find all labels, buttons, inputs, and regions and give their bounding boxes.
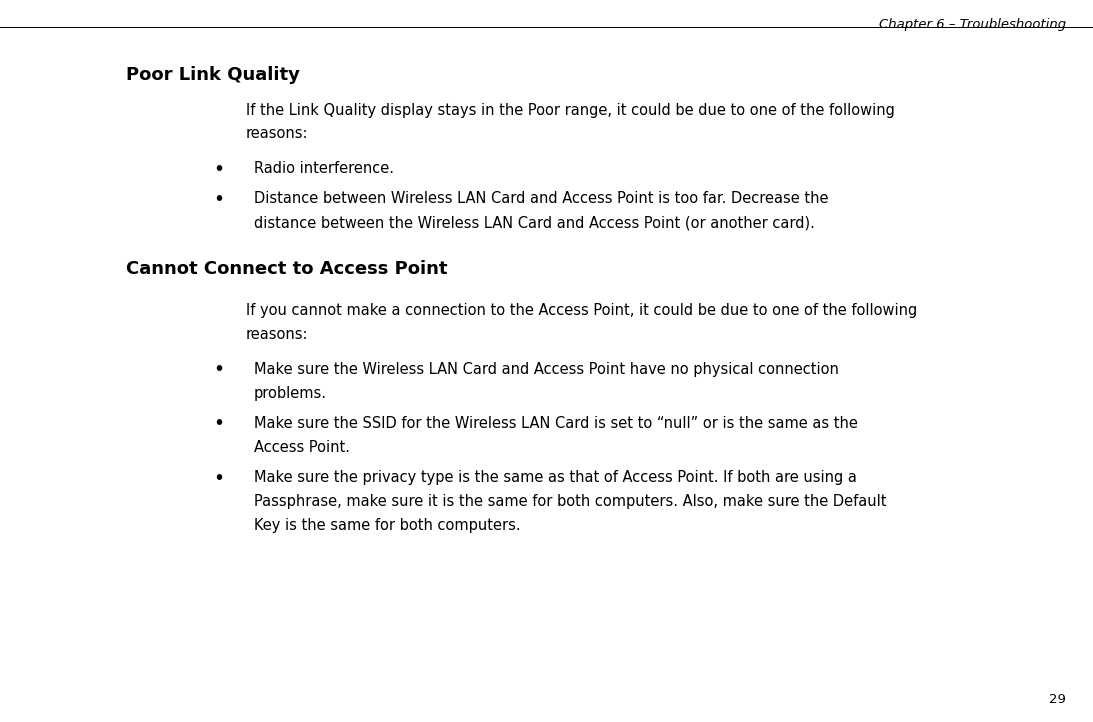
- Text: Passphrase, make sure it is the same for both computers. Also, make sure the Def: Passphrase, make sure it is the same for…: [254, 494, 886, 509]
- Text: distance between the Wireless LAN Card and Access Point (or another card).: distance between the Wireless LAN Card a…: [254, 215, 814, 230]
- Text: problems.: problems.: [254, 386, 327, 401]
- Text: •: •: [213, 469, 224, 487]
- Text: Poor Link Quality: Poor Link Quality: [126, 66, 299, 84]
- Text: Distance between Wireless LAN Card and Access Point is too far. Decrease the: Distance between Wireless LAN Card and A…: [254, 191, 828, 206]
- Text: Make sure the Wireless LAN Card and Access Point have no physical connection: Make sure the Wireless LAN Card and Acce…: [254, 362, 838, 377]
- Text: •: •: [213, 160, 224, 178]
- Text: •: •: [213, 414, 224, 433]
- Text: Cannot Connect to Access Point: Cannot Connect to Access Point: [126, 260, 447, 278]
- Text: If the Link Quality display stays in the Poor range, it could be due to one of t: If the Link Quality display stays in the…: [246, 103, 895, 118]
- Text: reasons:: reasons:: [246, 126, 308, 142]
- Text: If you cannot make a connection to the Access Point, it could be due to one of t: If you cannot make a connection to the A…: [246, 303, 917, 318]
- Text: 29: 29: [1049, 693, 1066, 706]
- Text: Make sure the SSID for the Wireless LAN Card is set to “null” or is the same as : Make sure the SSID for the Wireless LAN …: [254, 416, 857, 431]
- Text: Chapter 6 – Troubleshooting: Chapter 6 – Troubleshooting: [879, 18, 1066, 31]
- Text: Access Point.: Access Point.: [254, 440, 350, 455]
- Text: Key is the same for both computers.: Key is the same for both computers.: [254, 518, 520, 533]
- Text: Make sure the privacy type is the same as that of Access Point. If both are usin: Make sure the privacy type is the same a…: [254, 470, 857, 485]
- Text: •: •: [213, 190, 224, 209]
- Text: Radio interference.: Radio interference.: [254, 161, 393, 176]
- Text: •: •: [213, 360, 224, 379]
- Text: reasons:: reasons:: [246, 327, 308, 342]
